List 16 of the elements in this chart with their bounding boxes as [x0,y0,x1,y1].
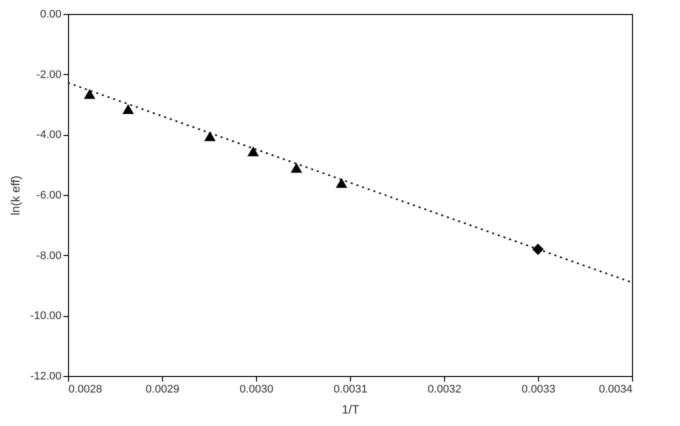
y-tick-label: -2.00 [36,68,62,81]
y-tick-label: 0.00 [40,8,62,20]
y-tick-label: -6.00 [36,190,62,202]
x-tick-label: 0.0030 [240,384,274,396]
x-tick-label: 0.0034 [598,384,632,396]
y-tick-label: -10.00 [30,310,62,322]
y-axis-title: ln(k eff) [8,176,22,216]
y-tick-label: -8.00 [36,250,62,262]
x-axis-title: 1/T [342,402,360,416]
x-tick-label: 0.0032 [428,384,462,396]
y-tick-label: -12.00 [30,370,62,382]
x-tick-label: 0.0028 [68,384,102,396]
x-tick-label: 0.0033 [522,384,556,396]
x-tick-label: 0.0029 [146,384,180,396]
y-tick-label: -4.00 [36,129,62,142]
x-tick-label: 0.0031 [334,384,368,396]
